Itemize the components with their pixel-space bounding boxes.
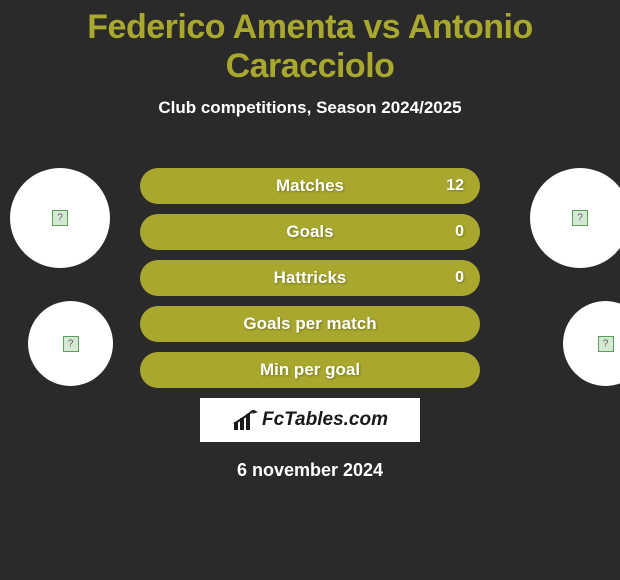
placeholder-icon [63, 336, 79, 352]
chart-icon [232, 409, 258, 431]
stat-bar-min-per-goal: Min per goal [140, 352, 480, 388]
stat-bar-hattricks: Hattricks 0 [140, 260, 480, 296]
stat-label: Goals per match [243, 314, 376, 334]
logo-text: FcTables.com [262, 409, 388, 431]
page-title: Federico Amenta vs Antonio Caracciolo [0, 0, 620, 86]
player-avatar-left-1 [10, 168, 110, 268]
placeholder-icon [52, 210, 68, 226]
stat-bar-goals: Goals 0 [140, 214, 480, 250]
stat-value: 0 [455, 269, 464, 287]
stat-value: 12 [446, 177, 464, 195]
content-area: Matches 12 Goals 0 Hattricks 0 Goals per… [0, 158, 620, 481]
player-avatar-left-2 [28, 301, 113, 386]
stat-bars: Matches 12 Goals 0 Hattricks 0 Goals per… [140, 158, 480, 388]
stat-bar-matches: Matches 12 [140, 168, 480, 204]
stat-value: 0 [455, 223, 464, 241]
stat-label: Goals [286, 222, 333, 242]
date-text: 6 november 2024 [0, 460, 620, 481]
stat-label: Hattricks [274, 268, 347, 288]
logo-box: FcTables.com [200, 398, 420, 442]
player-avatar-right-2 [563, 301, 620, 386]
placeholder-icon [598, 336, 614, 352]
player-avatar-right-1 [530, 168, 620, 268]
subtitle: Club competitions, Season 2024/2025 [0, 98, 620, 118]
stat-bar-goals-per-match: Goals per match [140, 306, 480, 342]
stat-label: Matches [276, 176, 344, 196]
placeholder-icon [572, 210, 588, 226]
stat-label: Min per goal [260, 360, 360, 380]
